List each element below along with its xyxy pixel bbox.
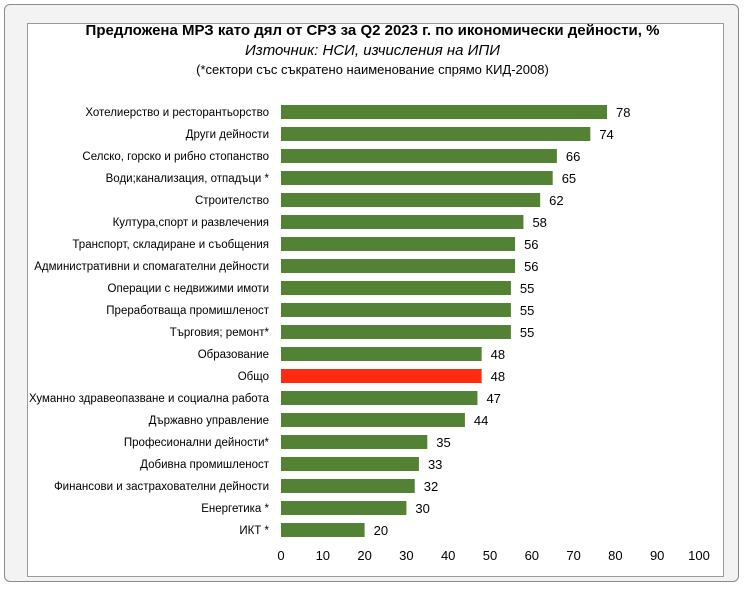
x-tick-label: 30 [399, 548, 413, 563]
x-tick-label: 50 [483, 548, 497, 563]
category-label: Култура,спорт и развлечения [113, 217, 269, 229]
value-label: 78 [616, 105, 630, 120]
value-label: 65 [562, 171, 576, 186]
category-label: Добивна промишленост [140, 459, 270, 471]
category-label: Хотелиерство и ресторантьорство [85, 107, 269, 119]
category-label: Хуманно здравеопазване и социална работа [29, 393, 270, 405]
bar [281, 127, 591, 141]
category-label: Енергетика * [201, 503, 269, 515]
bar [281, 479, 415, 493]
category-label: Води;канализация, отпадъци * [106, 173, 270, 185]
category-label: Финансови и застрахователни дейности [54, 481, 269, 493]
bar [281, 413, 465, 427]
chart-source: Източник: НСИ, изчисления на ИПИ [245, 42, 500, 59]
category-label: Операции с недвижими имоти [108, 283, 269, 295]
bar [281, 259, 516, 273]
bar [281, 149, 557, 163]
category-label: Строителство [195, 195, 269, 207]
bar-highlighted [281, 369, 482, 383]
bar [281, 303, 511, 317]
x-tick-label: 10 [316, 548, 330, 563]
value-label: 32 [424, 479, 438, 494]
bar [281, 237, 516, 251]
value-label: 66 [566, 149, 580, 164]
category-label: ИКТ * [239, 525, 269, 537]
value-label: 35 [436, 435, 450, 450]
chart-title: Предложена МРЗ като дял от СРЗ за Q2 202… [85, 22, 660, 39]
value-label: 48 [491, 347, 505, 362]
category-label: Други дейности [186, 129, 269, 141]
value-label: 55 [520, 281, 534, 296]
value-label: 47 [486, 391, 500, 406]
bar [281, 501, 407, 515]
x-tick-label: 80 [608, 548, 622, 563]
category-label: Търговия; ремонт* [170, 327, 270, 339]
category-label: Транспорт, складиране и съобщения [72, 239, 269, 251]
bar [281, 435, 428, 449]
bar [281, 171, 553, 185]
value-label: 55 [520, 325, 534, 340]
category-label: Образование [198, 349, 269, 361]
x-tick-label: 90 [650, 548, 664, 563]
value-label: 62 [549, 193, 563, 208]
value-label: 56 [524, 237, 538, 252]
chart-note: (*сектори със съкратено наименование спр… [196, 62, 549, 77]
category-label: Професионални дейности* [124, 437, 270, 449]
x-tick-label: 40 [441, 548, 455, 563]
bar [281, 215, 524, 229]
value-label: 33 [428, 457, 442, 472]
category-label: Селско, горско и рибно стопанство [82, 151, 269, 163]
x-tick-label: 70 [566, 548, 580, 563]
bar [281, 193, 541, 207]
x-tick-label: 60 [525, 548, 539, 563]
chart-header: Предложена МРЗ като дял от СРЗ за Q2 202… [0, 21, 745, 79]
bar [281, 281, 511, 295]
value-label: 44 [474, 413, 488, 428]
category-label: Административни и спомагателни дейности [34, 261, 269, 273]
value-label: 56 [524, 259, 538, 274]
value-label: 74 [599, 127, 613, 142]
bar [281, 347, 482, 361]
value-label: 30 [415, 501, 429, 516]
category-label: Преработваща промишленост [106, 305, 269, 317]
value-label: 48 [491, 369, 505, 384]
bar [281, 457, 419, 471]
value-label: 55 [520, 303, 534, 318]
category-label: Държавно управление [149, 415, 269, 427]
bar [281, 523, 365, 537]
bar [281, 325, 511, 339]
category-label: Общо [238, 371, 269, 383]
x-tick-label: 0 [277, 548, 284, 563]
x-tick-label: 100 [688, 548, 710, 563]
x-tick-label: 20 [357, 548, 371, 563]
value-label: 20 [374, 523, 388, 538]
bar [281, 391, 478, 405]
bar [281, 105, 608, 119]
value-label: 58 [532, 215, 546, 230]
